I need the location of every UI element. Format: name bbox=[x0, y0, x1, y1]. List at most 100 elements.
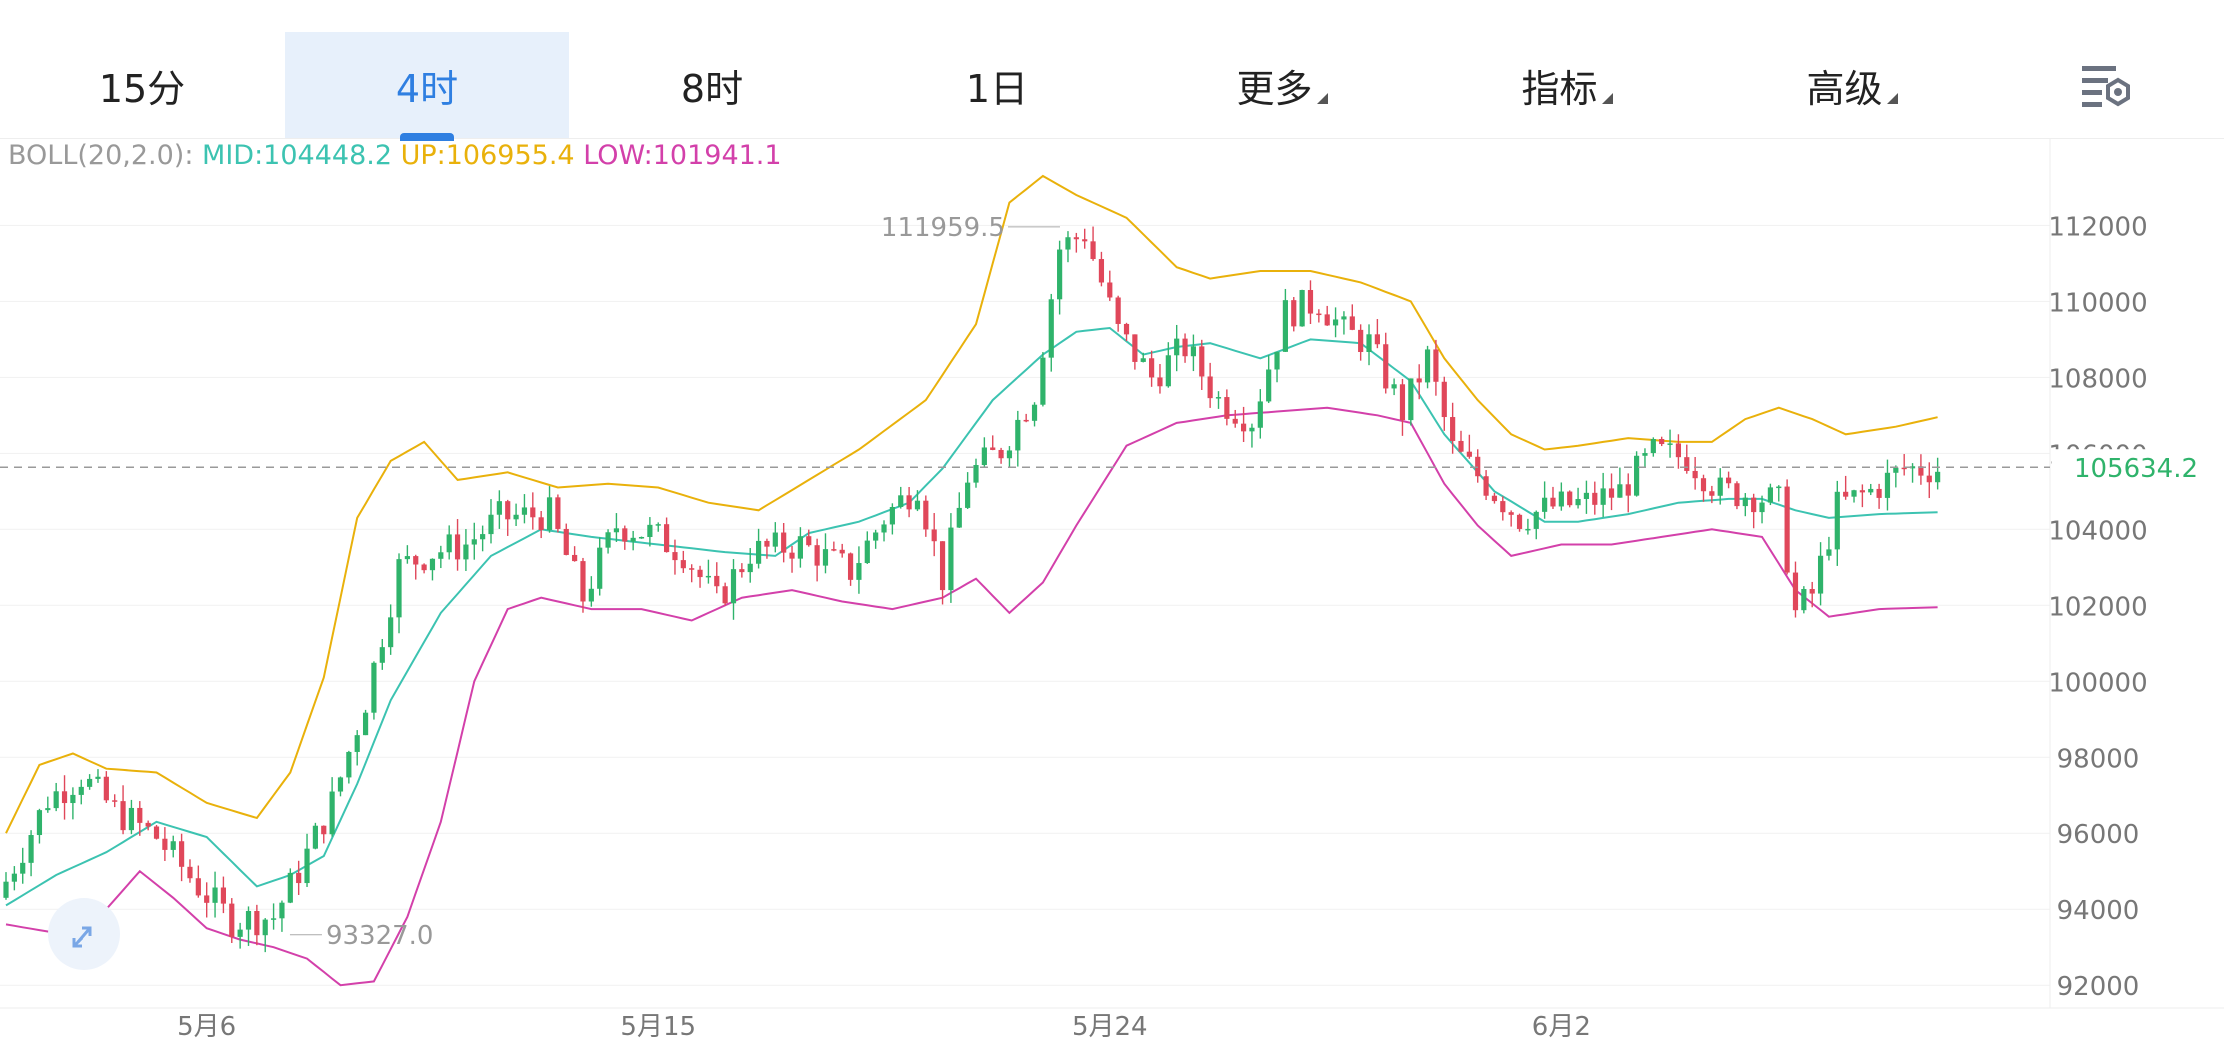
chart-settings-icon[interactable] bbox=[2080, 62, 2136, 112]
candle-body bbox=[697, 570, 702, 577]
tab-3[interactable]: 1日 bbox=[855, 32, 1139, 138]
tab-0[interactable]: 15分 bbox=[0, 32, 284, 138]
candle-body bbox=[438, 552, 443, 559]
candle-body bbox=[1667, 443, 1672, 445]
candle-body bbox=[656, 524, 661, 526]
candle-body bbox=[1734, 483, 1739, 506]
candle-body bbox=[1843, 492, 1848, 497]
tab-4[interactable]: 更多 bbox=[1140, 32, 1424, 138]
candle-body bbox=[1341, 316, 1346, 319]
candle-body bbox=[1642, 453, 1647, 456]
tab-2[interactable]: 8时 bbox=[570, 32, 854, 138]
annotations: 105634.2111959.593327.0 bbox=[0, 213, 2220, 951]
candle-body bbox=[890, 507, 895, 524]
candle-body bbox=[472, 539, 477, 544]
candle-body bbox=[856, 563, 861, 580]
candle-body bbox=[714, 576, 719, 586]
candle-body bbox=[1358, 330, 1363, 352]
candle-body bbox=[12, 874, 17, 882]
candle-body bbox=[480, 534, 485, 539]
candle-body bbox=[1458, 441, 1463, 452]
candle-body bbox=[773, 533, 778, 547]
candle-body bbox=[1609, 488, 1614, 497]
tab-label: 4时 bbox=[396, 58, 458, 113]
candle-body bbox=[881, 524, 886, 532]
candle-body bbox=[1818, 556, 1823, 594]
candle-body bbox=[1249, 428, 1254, 432]
tab-6[interactable]: 高级 bbox=[1710, 32, 1994, 138]
candle-body bbox=[246, 911, 251, 930]
candle-body bbox=[1099, 259, 1104, 282]
timeframe-tabs: 15分 4时 8时 1日 更多 指标 高级 bbox=[0, 0, 2224, 139]
candle-body bbox=[1065, 237, 1070, 249]
candle-body bbox=[1877, 489, 1882, 498]
candle-body bbox=[957, 508, 962, 528]
tab-5[interactable]: 指标 bbox=[1425, 32, 1709, 138]
tab-label: 1日 bbox=[966, 58, 1028, 113]
candle-body bbox=[129, 808, 134, 830]
tab-label: 8时 bbox=[681, 58, 743, 113]
candle-body bbox=[907, 495, 912, 509]
candle-body bbox=[79, 787, 84, 795]
candle-body bbox=[739, 569, 744, 572]
candle-body bbox=[1216, 397, 1221, 399]
candle-body bbox=[1350, 316, 1355, 329]
y-tick-label: 104000 bbox=[2048, 516, 2147, 546]
expand-chart-button[interactable] bbox=[48, 898, 120, 970]
candle-body bbox=[605, 532, 610, 547]
candle-body bbox=[1375, 334, 1380, 344]
boll-lower-line bbox=[6, 408, 1938, 986]
candle-body bbox=[1567, 492, 1572, 506]
candle-body bbox=[1534, 512, 1539, 529]
y-tick-label: 96000 bbox=[2057, 820, 2140, 850]
candle-body bbox=[614, 528, 619, 532]
candle-body bbox=[396, 559, 401, 617]
candle-body bbox=[1776, 487, 1781, 489]
candle-body bbox=[547, 497, 552, 530]
candle-body bbox=[915, 501, 920, 510]
candle-body bbox=[1408, 378, 1413, 420]
candle-body bbox=[1032, 405, 1037, 421]
candle-body bbox=[1517, 515, 1522, 529]
y-tick-label: 92000 bbox=[2057, 972, 2140, 1002]
candle-body bbox=[54, 791, 59, 808]
candle-body bbox=[681, 560, 686, 568]
candle-body bbox=[346, 752, 351, 777]
y-tick-label: 110000 bbox=[2048, 288, 2147, 318]
boll-upper-line bbox=[6, 176, 1938, 833]
candle-body bbox=[1768, 487, 1773, 502]
candle-body bbox=[238, 930, 243, 937]
candle-body bbox=[447, 534, 452, 552]
candle-body bbox=[1801, 589, 1806, 610]
candle-body bbox=[355, 735, 360, 752]
candle-body bbox=[631, 538, 636, 542]
candle-body bbox=[87, 779, 92, 787]
y-tick-label: 112000 bbox=[2048, 212, 2147, 242]
candle-body bbox=[388, 617, 393, 647]
candlestick-chart[interactable]: 9200094000960009800010000010200010400010… bbox=[0, 138, 2224, 1058]
candle-body bbox=[37, 810, 42, 835]
candle-body bbox=[304, 849, 309, 883]
candle-body bbox=[271, 918, 276, 920]
candle-body bbox=[95, 777, 100, 779]
candle-body bbox=[1417, 378, 1422, 382]
dropdown-caret-icon bbox=[1887, 93, 1898, 104]
candle-body bbox=[254, 911, 259, 935]
tab-1[interactable]: 4时 bbox=[285, 32, 569, 138]
candle-body bbox=[1274, 352, 1279, 370]
candle-body bbox=[1057, 250, 1062, 300]
x-tick-label: 5月15 bbox=[620, 1012, 696, 1042]
candle-body bbox=[112, 800, 117, 802]
candle-body bbox=[1074, 237, 1079, 239]
candle-body bbox=[1626, 484, 1631, 495]
candle-body bbox=[1090, 241, 1095, 259]
axes: 92000 94000 96000 98000 100000 102000 104000 10… bbox=[177, 212, 2147, 1042]
candle-body bbox=[1442, 382, 1447, 417]
candle-body bbox=[539, 517, 544, 530]
candle-body bbox=[806, 536, 811, 545]
candle-body bbox=[1718, 478, 1723, 496]
candle-body bbox=[1325, 314, 1330, 325]
candle-body bbox=[1116, 297, 1121, 323]
candle-body bbox=[20, 863, 25, 874]
current-price-label: 105634.2 bbox=[2074, 454, 2198, 484]
